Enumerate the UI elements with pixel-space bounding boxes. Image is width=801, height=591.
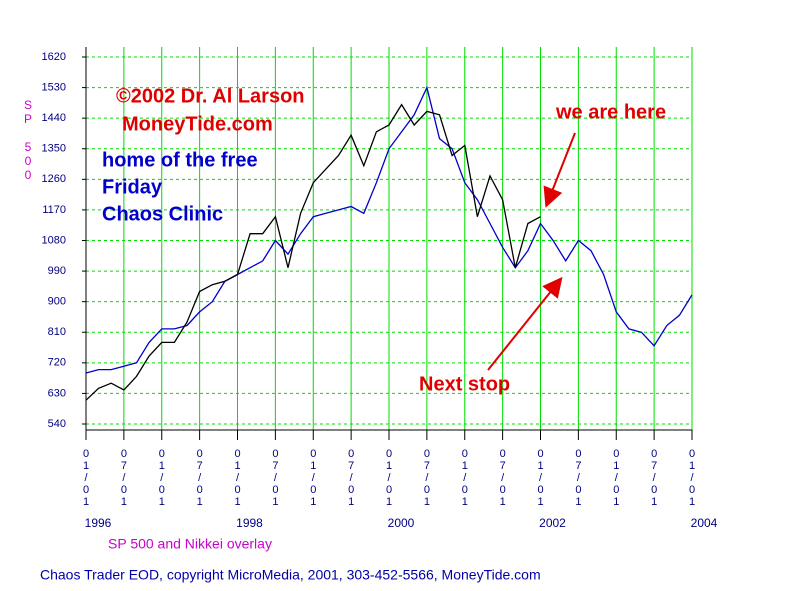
arrow — [543, 132, 576, 208]
x-tick-label: 07/01 — [420, 448, 433, 508]
x-tick-label: 07/01 — [572, 448, 585, 508]
y-tick-label: 810 — [48, 326, 66, 338]
x-tick-label: 01/01 — [155, 448, 168, 508]
y-tick-label: 900 — [48, 296, 66, 308]
year-label: 2002 — [539, 516, 566, 530]
x-tick-label: 01/01 — [307, 448, 320, 508]
home: home of the free — [102, 149, 258, 171]
x-tick-label: 01/01 — [80, 448, 92, 508]
x-tick-label: 01/01 — [686, 448, 698, 508]
x-tick-label: 07/01 — [193, 448, 206, 508]
series-line — [85, 85, 693, 374]
y-tick-label: 1080 — [42, 234, 66, 246]
y-tick-label: 1260 — [42, 173, 66, 185]
clinic: Chaos Clinic — [102, 203, 223, 225]
copyright: ©2002 Dr. Al Larson — [116, 85, 305, 107]
x-tick-label: 07/01 — [269, 448, 282, 508]
next-label: Next stop — [419, 373, 510, 395]
x-tick-label: 01/01 — [534, 448, 547, 508]
year-label: 2004 — [691, 516, 718, 530]
axes: 540 630 720 810 900 990 1080 1170 1260 1350 1440 15… — [42, 47, 718, 530]
x-tick-label: 07/01 — [117, 448, 130, 508]
y-tick-label: 1530 — [42, 81, 66, 93]
x-tick-label: 01/01 — [458, 448, 471, 508]
year-label: 1998 — [236, 516, 263, 530]
y-tick-label: 1440 — [42, 112, 66, 124]
x-tick-label: 01/01 — [383, 448, 395, 508]
grid — [85, 47, 693, 430]
arrow — [487, 276, 563, 371]
site: MoneyTide.com — [122, 113, 273, 135]
x-tick-label: 01/01 — [231, 448, 244, 508]
y-label: SP 500 — [21, 98, 35, 182]
subtitle: SP 500 and Nikkei overlay — [108, 536, 272, 552]
y-tick-label: 1170 — [42, 204, 66, 216]
friday: Friday — [102, 176, 163, 198]
here-label: we are here — [555, 101, 666, 123]
y-tick-label: 1350 — [42, 143, 66, 155]
x-tick-label: 07/01 — [648, 448, 661, 508]
y-tick-label: 1620 — [42, 51, 66, 63]
x-tick-label: 07/01 — [345, 448, 358, 508]
y-tick-label: 540 — [48, 418, 66, 430]
x-tick-label: 07/01 — [496, 448, 509, 508]
x-tick-label: 01/01 — [610, 448, 623, 508]
y-tick-label: 720 — [48, 357, 66, 369]
series-line — [85, 103, 541, 401]
footer: Chaos Trader EOD, copyright MicroMedia, … — [40, 567, 541, 583]
y-tick-label: 630 — [48, 387, 66, 399]
year-label: 1996 — [85, 516, 112, 530]
lines — [85, 85, 693, 401]
y-tick-label: 990 — [48, 265, 66, 277]
year-label: 2000 — [388, 516, 415, 530]
